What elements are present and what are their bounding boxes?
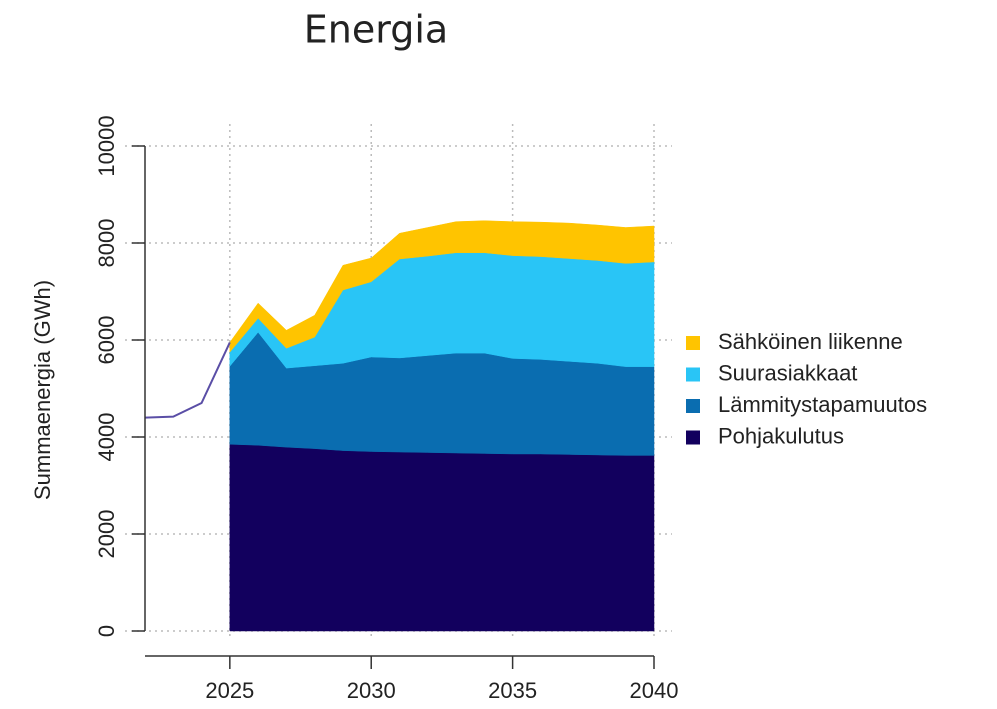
x-tick-label: 2025	[205, 678, 254, 703]
y-tick-label: 6000	[94, 316, 119, 365]
legend-swatch	[686, 399, 700, 413]
y-tick-label: 4000	[94, 413, 119, 462]
x-tick-label: 2040	[630, 678, 679, 703]
legend-label: Pohjakulutus	[718, 423, 844, 448]
legend-label: Suurasiakkaat	[718, 360, 857, 385]
legend-label: Sähköinen liikenne	[718, 329, 903, 354]
y-tick-label: 2000	[94, 510, 119, 559]
history-line	[144, 342, 231, 419]
area	[229, 252, 655, 369]
chart-title: Energia	[304, 8, 448, 52]
legend-label: Lämmitystapamuutos	[718, 392, 927, 417]
legend-swatch	[686, 367, 700, 382]
x-tick-label: 2035	[488, 678, 537, 703]
x-tick-label: 2030	[347, 678, 396, 703]
y-tick-label: 0	[94, 625, 119, 637]
y-tick-label: 8000	[94, 219, 119, 268]
y-tick-label: 10000	[94, 115, 119, 176]
area	[229, 220, 655, 353]
area	[229, 444, 655, 632]
y-axis-label: Summaenergia (GWh)	[30, 280, 55, 500]
legend-swatch	[686, 336, 700, 350]
legend-swatch	[686, 430, 700, 445]
